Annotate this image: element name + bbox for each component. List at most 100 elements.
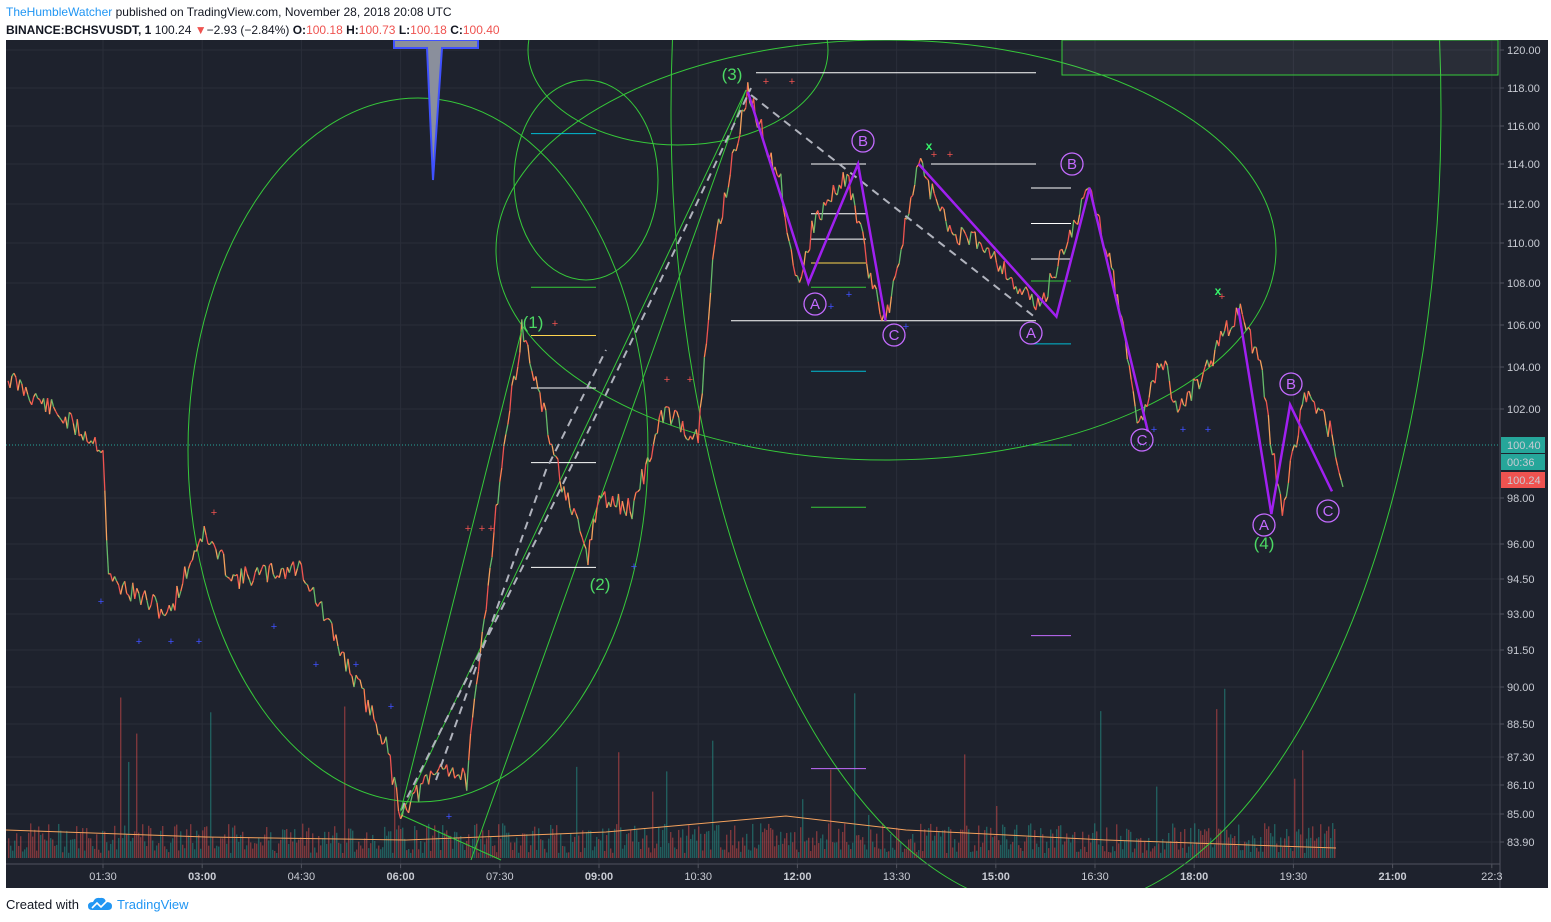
volume-bar <box>778 844 780 858</box>
volume-bar <box>1148 837 1150 858</box>
volume-bar <box>194 849 196 858</box>
elliott-waves <box>400 91 1334 812</box>
volume-bar <box>522 833 524 858</box>
price-segment <box>790 249 794 266</box>
volume-bar <box>956 851 958 858</box>
price-segment <box>347 658 351 674</box>
volume-bar <box>1244 841 1246 858</box>
price-segment <box>272 574 276 579</box>
volume-bar <box>1016 824 1018 858</box>
fib-circle-outer <box>670 40 1442 888</box>
price-segment <box>1043 292 1047 302</box>
volume-bar <box>768 823 770 858</box>
price-tick-label: 85.00 <box>1507 809 1535 821</box>
price-segment <box>434 772 438 776</box>
volume-bar <box>404 838 406 858</box>
volume-bar <box>1086 851 1088 858</box>
volume-bar <box>1060 825 1062 858</box>
volume-bar <box>596 836 598 858</box>
volume-bar <box>804 841 806 858</box>
volume-bar <box>640 848 642 858</box>
volume-bar <box>1128 829 1130 858</box>
volume-bar <box>1284 838 1286 858</box>
volume-bar <box>516 837 518 858</box>
volume-bar <box>984 830 986 858</box>
volume-bar <box>1018 845 1020 858</box>
author-link[interactable]: TheHumbleWatcher <box>6 5 113 19</box>
price-axis: 120.00 118.00 116.00 114.00 112.00 110.00 108.… <box>1499 40 1548 888</box>
volume-bar <box>1116 824 1118 858</box>
price-segment <box>896 263 900 268</box>
chart-canvas[interactable]: ++ + +++ ++ ++ ++++ + +++ ++++++++ + +xx (1)(2)(3)… <box>6 40 1548 888</box>
price-segment <box>1019 288 1023 295</box>
volume-bar <box>314 847 316 858</box>
volume-bar <box>234 825 236 858</box>
volume-bar <box>756 848 758 858</box>
price-segment <box>668 407 672 425</box>
price-segment <box>412 791 416 795</box>
volume-bar <box>1142 852 1144 858</box>
volume-bar <box>724 849 726 858</box>
price-segment <box>543 402 547 411</box>
price-segment <box>925 177 929 181</box>
price-segment <box>430 770 434 775</box>
price-segment <box>1261 369 1265 398</box>
price-segment <box>225 575 228 578</box>
volume-bar <box>346 842 348 858</box>
volume-bar <box>1072 834 1074 858</box>
volume-bar <box>832 842 834 858</box>
tradingview-cloud-icon[interactable] <box>88 897 112 911</box>
volume-bar <box>116 849 118 858</box>
fib-circle-arc-top <box>527 40 829 146</box>
volume-bar <box>816 831 818 858</box>
volume-bar <box>978 825 980 858</box>
price-segment <box>150 594 154 606</box>
tradingview-link[interactable]: TradingView <box>117 897 189 912</box>
price-segment <box>260 564 264 570</box>
volume-bar <box>1276 843 1278 858</box>
price-segment <box>666 406 670 409</box>
plus-marker-blue: + <box>1180 424 1186 436</box>
volume-bar <box>1300 834 1302 858</box>
price-segment <box>1295 435 1300 448</box>
price-segment <box>96 449 100 452</box>
volume-bar <box>122 838 124 858</box>
low-label: L: <box>398 23 411 37</box>
volume-bar <box>428 823 430 858</box>
price-segment <box>56 414 60 418</box>
price-segment <box>974 231 978 249</box>
volume-bar <box>610 848 612 858</box>
volume-bar <box>738 841 740 858</box>
price-segment <box>353 674 357 688</box>
volume-bar <box>1266 828 1268 858</box>
volume-bar <box>254 843 256 858</box>
volume-bar <box>524 833 526 858</box>
volume-bar <box>1138 838 1140 858</box>
price-segment <box>1170 398 1175 403</box>
time-tick-label: 09:00 <box>585 871 613 883</box>
volume-bar <box>434 825 436 858</box>
price-segment <box>684 434 688 440</box>
volume-bar <box>1078 851 1080 858</box>
price-segment <box>211 540 215 545</box>
price-segment <box>1255 347 1259 360</box>
price-segment <box>499 467 503 482</box>
wave-label-corrective: A <box>1259 517 1269 534</box>
volume-bar <box>1290 847 1292 858</box>
price-chart[interactable]: + + + + + + + + + + + + + + + + + + + + + + + + + + + + x x (1) (2) (3)… <box>6 40 1548 888</box>
volume-bar <box>232 827 234 858</box>
volume-bar <box>744 845 746 858</box>
price-segment <box>1251 346 1255 354</box>
volume-bar <box>1044 852 1046 858</box>
volume-bar <box>426 826 428 858</box>
price-segment <box>583 543 587 549</box>
price-segment <box>288 565 293 573</box>
price-change: −2.93 (−2.84%) <box>206 23 290 37</box>
price-segment <box>672 409 676 419</box>
volume-bar <box>1222 844 1224 858</box>
volume-bar <box>874 847 876 858</box>
price-segment <box>130 582 134 602</box>
volume-bar <box>550 824 552 858</box>
price-segment <box>409 793 414 803</box>
volume-bar <box>238 841 240 858</box>
